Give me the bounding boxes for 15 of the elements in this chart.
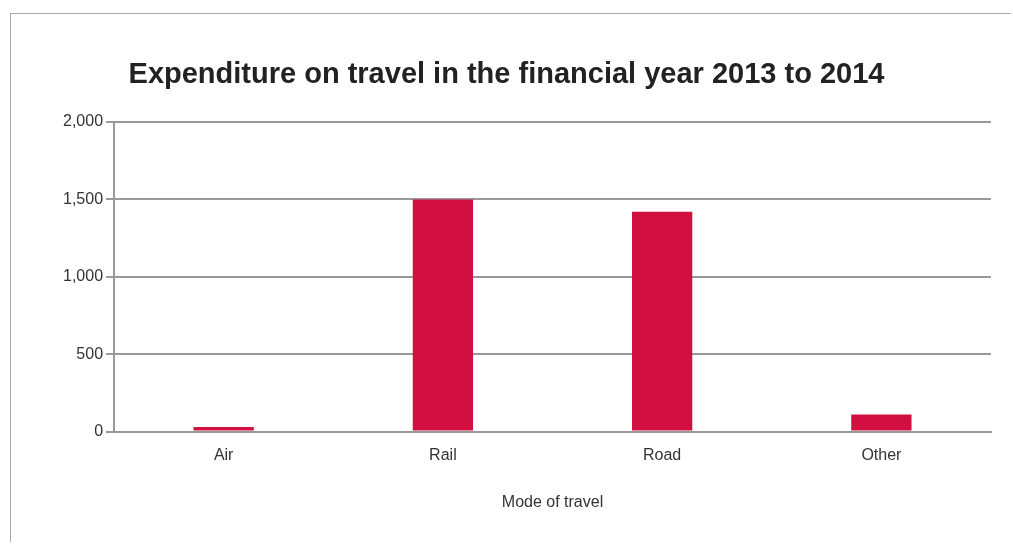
x-axis-title: Mode of travel (501, 492, 604, 510)
bar (851, 414, 912, 431)
y-tick-label: 0 (94, 422, 104, 440)
x-tick-label: Other (861, 445, 903, 463)
y-tick-label: 1,000 (62, 267, 104, 285)
bar (631, 211, 693, 431)
x-tick-label: Road (643, 445, 682, 463)
bar (193, 426, 254, 431)
x-tick-label: Air (213, 445, 235, 463)
chart-title: Expenditure on travel in the financial year 2013 to 2014 (127, 57, 886, 90)
bar (412, 199, 474, 431)
y-tick-label: 500 (76, 344, 104, 362)
y-tick-label: 2,000 (62, 112, 104, 130)
x-tick-label: Rail (429, 445, 457, 463)
y-tick-label: 1,500 (62, 189, 104, 207)
